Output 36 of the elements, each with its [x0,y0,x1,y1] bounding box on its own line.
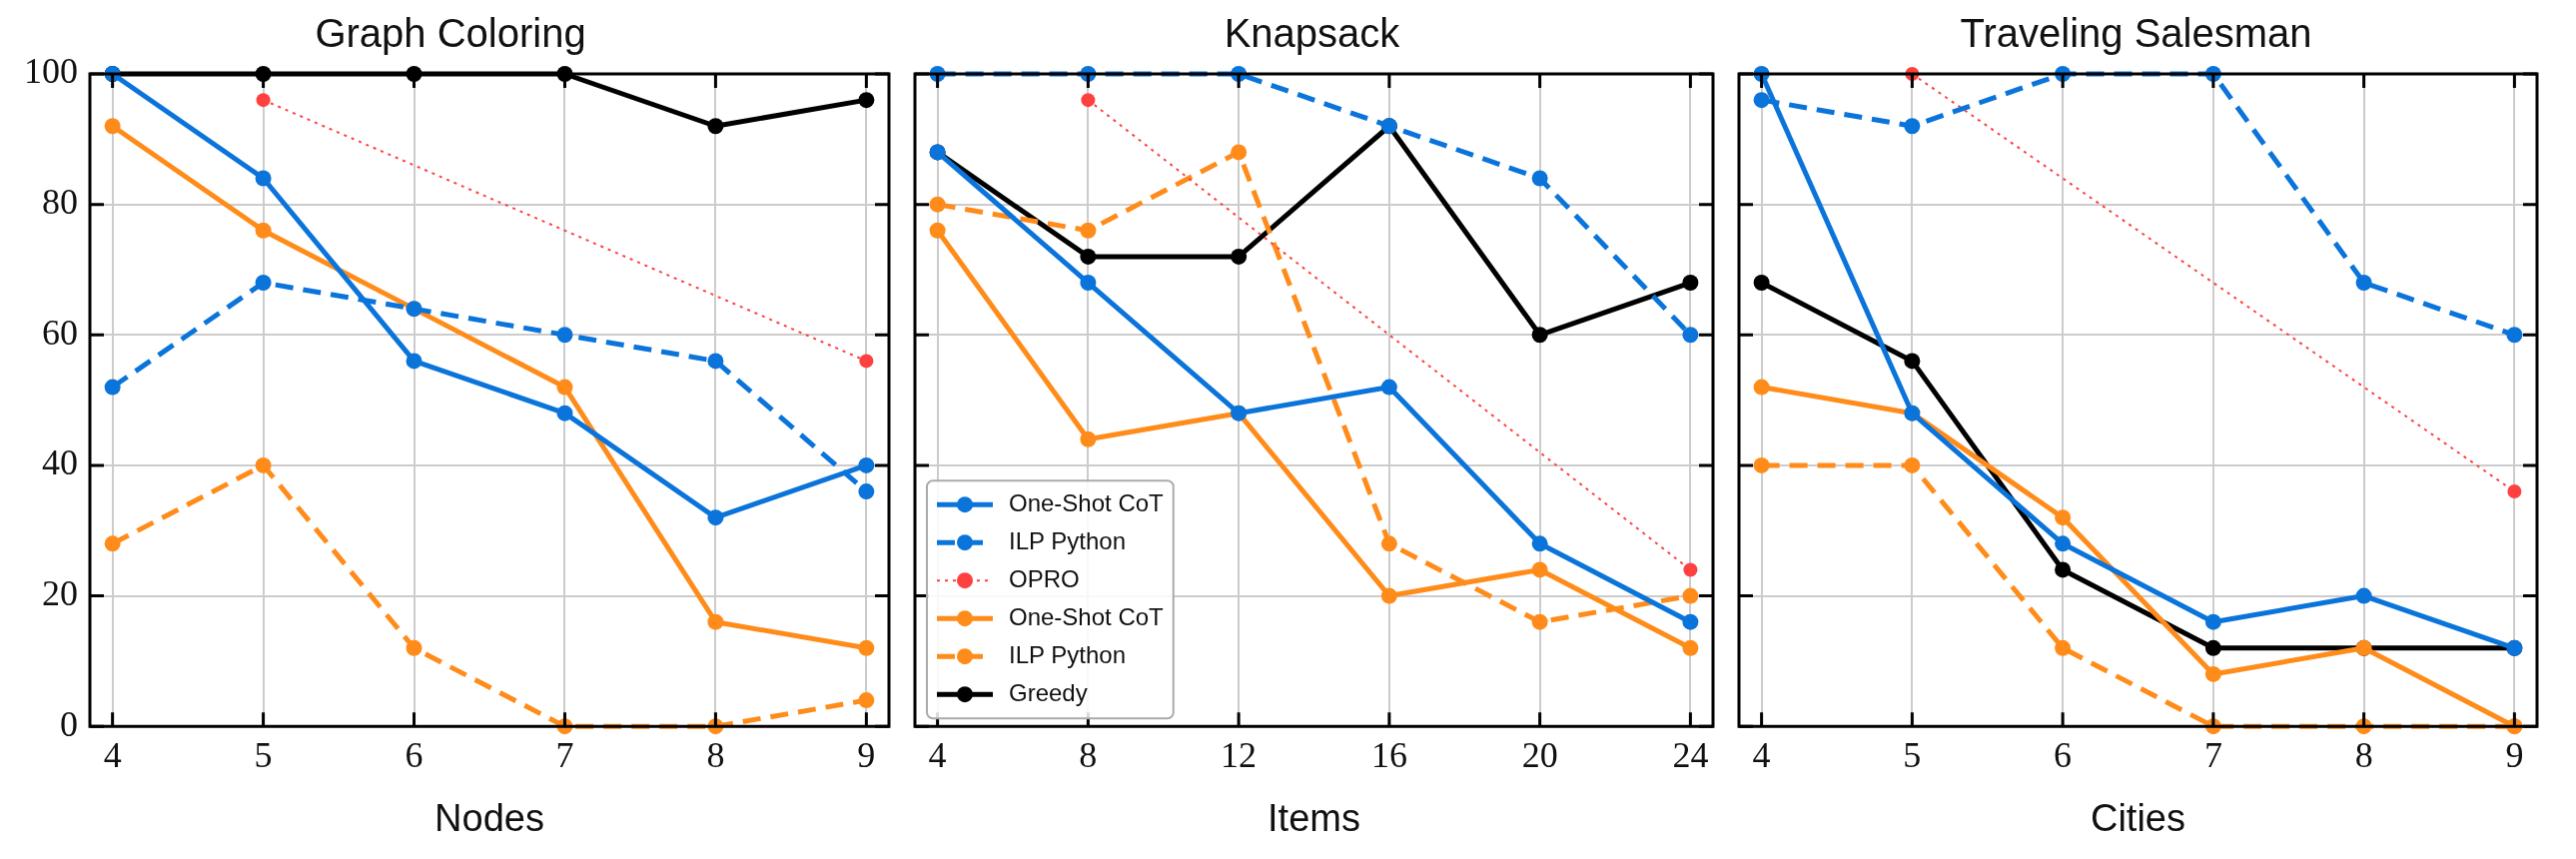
y-tick-label: 20 [42,573,78,614]
y-tick-label: 0 [60,703,78,744]
x-tick-label: 4 [928,735,947,776]
x-tick-label: 12 [1221,735,1258,776]
y-tick-label: 60 [42,312,78,353]
x-tick-label: 20 [1521,735,1558,776]
x-tick-label: 9 [857,735,876,776]
x-tick-label: 4 [103,735,122,776]
x-tick-label: 5 [254,735,273,776]
legend-label: Greedy [1009,678,1088,706]
x-axis-title: Items [1268,796,1360,839]
legend-label: One-Shot CoT [1009,488,1165,516]
chart-title: Knapsack [1224,11,1401,56]
x-axis-title: Nodes [434,796,544,839]
x-tick-label: 5 [1903,735,1922,776]
x-tick-label: 6 [2054,735,2073,776]
x-axis-title: Cities [2090,796,2186,839]
x-tick-label: 8 [1079,735,1098,776]
x-tick-label: 4 [1752,735,1771,776]
legend-label: ILP Python [1009,526,1126,554]
x-tick-label: 9 [2505,735,2524,776]
legend-label: One-Shot CoT [1009,602,1165,630]
y-tick-label: 100 [24,51,78,92]
chart-title: Traveling Salesman [1960,11,2312,56]
legend-label: ILP Python [1009,640,1126,668]
chart-title: Graph Coloring [315,11,586,56]
legend-label: OPRO [1009,564,1080,592]
x-tick-label: 24 [1672,735,1709,776]
x-tick-label: 16 [1370,735,1407,776]
x-tick-label: 7 [2203,735,2222,776]
x-tick-label: 8 [2354,735,2373,776]
y-tick-label: 80 [42,182,78,223]
x-tick-label: 6 [405,735,424,776]
x-tick-label: 7 [555,735,574,776]
x-tick-label: 8 [706,735,725,776]
y-tick-label: 40 [42,442,78,483]
